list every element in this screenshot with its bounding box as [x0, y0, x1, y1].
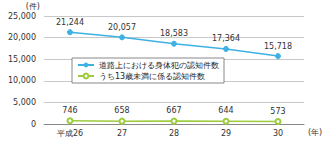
svg-text:17,364: 17,364 [212, 34, 240, 43]
svg-text:0: 0 [31, 120, 36, 129]
svg-text:5,000: 5,000 [13, 98, 36, 107]
svg-text:(年): (年) [308, 128, 322, 137]
svg-text:27: 27 [117, 129, 127, 138]
svg-text:30: 30 [273, 129, 283, 138]
svg-text:658: 658 [114, 106, 129, 115]
svg-text:21,244: 21,244 [56, 18, 84, 27]
svg-text:20,057: 20,057 [108, 23, 136, 32]
svg-text:うち13歳未満に係る認知件数: うち13歳未満に係る認知件数 [99, 72, 205, 81]
svg-text:644: 644 [218, 106, 233, 115]
svg-text:29: 29 [221, 129, 231, 138]
svg-text:20,000: 20,000 [8, 33, 36, 42]
svg-text:25,000: 25,000 [8, 12, 36, 21]
svg-text:28: 28 [169, 129, 179, 138]
svg-text:平成26: 平成26 [57, 129, 83, 138]
svg-text:746: 746 [62, 106, 77, 115]
svg-text:573: 573 [270, 107, 285, 116]
svg-text:15,718: 15,718 [264, 42, 292, 51]
svg-text:10,000: 10,000 [8, 76, 36, 85]
svg-text:(件): (件) [26, 2, 40, 11]
svg-text:18,583: 18,583 [160, 29, 188, 38]
svg-text:15,000: 15,000 [8, 55, 36, 64]
svg-text:道路上における身体犯の認知件数: 道路上における身体犯の認知件数 [99, 61, 219, 70]
svg-text:667: 667 [166, 106, 181, 115]
